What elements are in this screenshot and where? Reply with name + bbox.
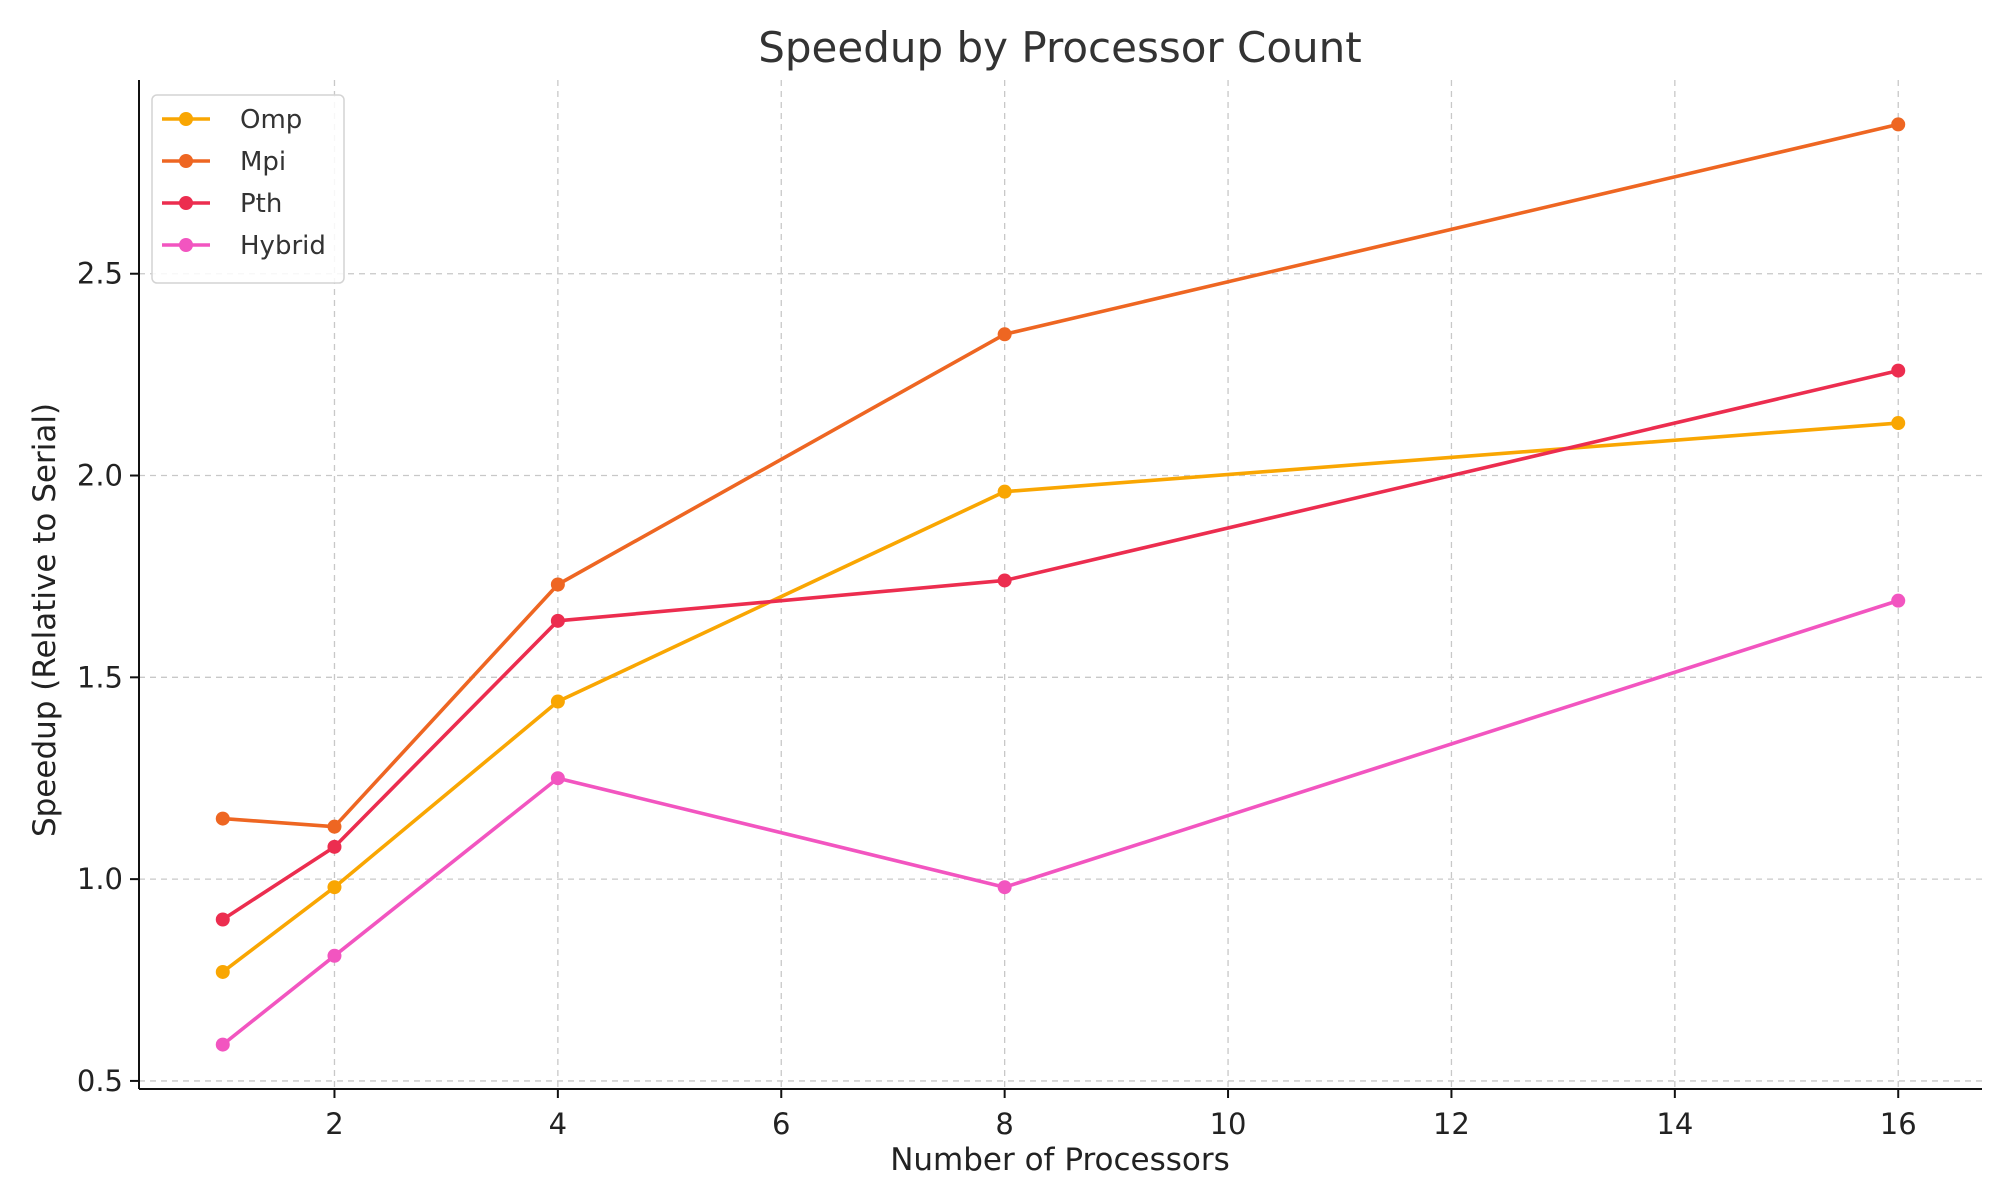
x-tick-label: 8: [995, 1107, 1013, 1141]
series-hybrid: [215, 593, 1906, 1052]
legend: Omp Mpi Pth Hybrid: [151, 94, 345, 284]
data-point-hybrid: [997, 880, 1012, 895]
y-tick-label: 1.0: [77, 862, 123, 896]
tick-labels: 2 4 6 8 10 12 14 16 0.5 1.0 1.5 2.0 2.5: [77, 257, 1917, 1141]
legend-label-hybrid: Hybrid: [240, 231, 326, 261]
data-point-mpi: [997, 327, 1012, 342]
x-tick-label: 14: [1656, 1107, 1693, 1141]
grid: [139, 80, 1982, 1089]
data-point-omp: [327, 880, 342, 895]
series-pth: [215, 363, 1906, 927]
axes: [130, 80, 1982, 1098]
data-point-pth: [997, 573, 1012, 588]
legend-item-mpi: Mpi: [162, 147, 286, 177]
legend-marker-hybrid: [179, 238, 193, 252]
legend-box: [151, 94, 345, 284]
series-mpi: [215, 117, 1906, 834]
y-tick-label: 2.0: [77, 459, 123, 493]
data-point-omp: [1891, 416, 1906, 431]
data-point-pth: [215, 912, 230, 927]
legend-marker-pth: [179, 196, 193, 210]
x-tick-label: 6: [772, 1107, 790, 1141]
data-point-omp: [550, 694, 565, 709]
y-tick-label: 1.5: [77, 660, 123, 694]
data-point-hybrid: [215, 1037, 230, 1052]
data-point-mpi: [215, 811, 230, 826]
x-tick-label: 4: [549, 1107, 567, 1141]
x-tick-label: 12: [1433, 1107, 1470, 1141]
y-tick-label: 0.5: [77, 1064, 123, 1098]
data-point-mpi: [327, 819, 342, 834]
x-tick-label: 16: [1880, 1107, 1917, 1141]
legend-item-omp: Omp: [162, 105, 302, 135]
legend-label-mpi: Mpi: [240, 147, 286, 177]
y-axis-label: Speedup (Relative to Serial): [27, 403, 63, 837]
data-point-hybrid: [1891, 593, 1906, 608]
data-point-mpi: [550, 577, 565, 592]
series-omp: [215, 416, 1906, 979]
legend-label-pth: Pth: [240, 189, 282, 219]
data-point-omp: [215, 964, 230, 979]
x-tick-label: 2: [325, 1107, 343, 1141]
data-point-mpi: [1891, 117, 1906, 132]
data-point-hybrid: [550, 771, 565, 786]
chart-title: Speedup by Processor Count: [758, 23, 1362, 72]
data-point-pth: [1891, 363, 1906, 378]
x-tick-label: 10: [1210, 1107, 1247, 1141]
legend-item-pth: Pth: [162, 189, 282, 219]
legend-label-omp: Omp: [240, 105, 302, 135]
legend-marker-mpi: [179, 154, 193, 168]
legend-marker-omp: [179, 112, 193, 126]
y-tick-label: 2.5: [77, 257, 123, 291]
data-point-omp: [997, 484, 1012, 499]
series-line-pth: [220, 368, 1901, 922]
x-axis-label: Number of Processors: [890, 1142, 1230, 1178]
data-point-pth: [327, 839, 342, 854]
data-point-pth: [550, 613, 565, 628]
data-point-hybrid: [327, 948, 342, 963]
series-line-omp: [220, 421, 1901, 974]
series-lines: [215, 117, 1906, 1052]
series-line-hybrid: [220, 598, 1901, 1047]
legend-item-hybrid: Hybrid: [162, 231, 326, 261]
